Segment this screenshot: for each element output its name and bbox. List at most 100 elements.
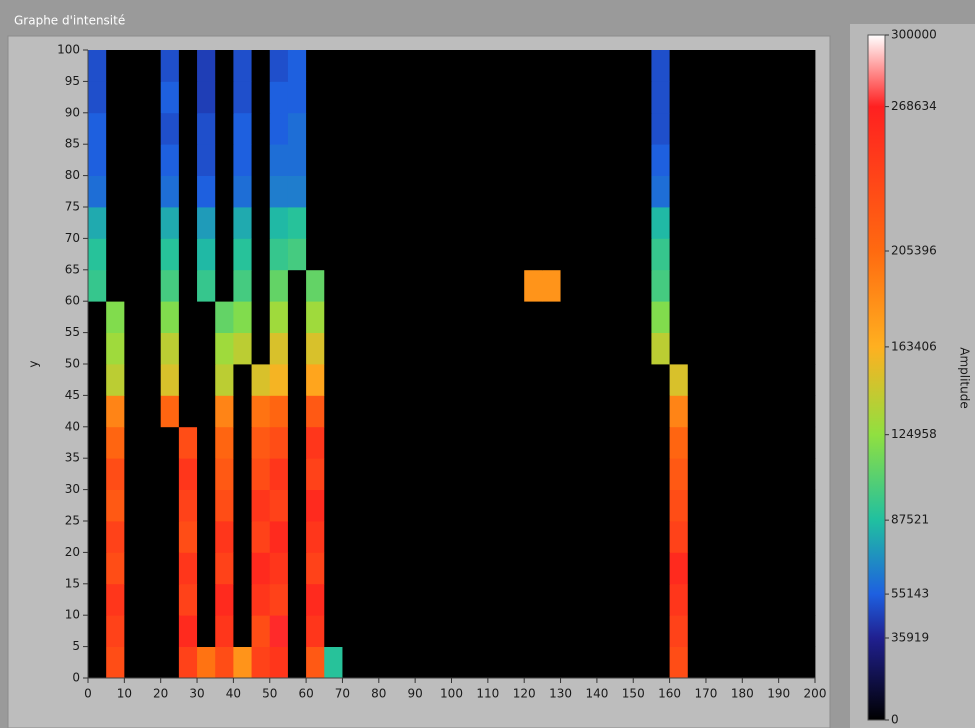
heat-cell [724,364,743,396]
heat-cell [378,50,398,82]
heat-cell [178,489,198,522]
heat-cell [306,81,325,114]
heat-cell [160,458,180,490]
heat-cell [360,269,380,302]
x-tick-label: 50 [262,687,277,701]
heat-cell [742,426,761,459]
heat-cell [415,458,434,490]
heat-cell [378,175,398,208]
heat-cell [506,646,525,679]
heat-cell [233,175,252,208]
heat-cell [506,364,525,396]
heat-cell [342,144,362,176]
heat-cell [88,269,107,302]
heat-cell [469,207,489,239]
heat-cell [451,144,471,176]
heat-cell [287,583,307,616]
heat-cell [560,521,580,553]
heat-cell [415,144,434,176]
heat-cell [633,364,652,396]
heat-cell [178,364,198,396]
heat-cell [651,144,670,176]
heat-cell [560,364,580,396]
heat-cell [506,332,525,365]
heat-cell [651,364,670,396]
y-tick-label: 10 [65,608,80,622]
heat-cell [251,521,271,553]
heat-cell [415,552,434,585]
heat-cell [669,583,689,616]
heat-cell [306,269,325,302]
heat-cell [705,489,725,522]
heat-cell [215,521,234,553]
heat-cell [251,175,271,208]
heat-cell [633,583,652,616]
heat-cell [687,207,707,239]
heat-cell [560,269,580,302]
heat-cell [251,395,271,428]
heat-cell [215,207,234,239]
heat-cell [396,489,416,522]
heat-cell [724,238,743,271]
heat-cell [542,175,561,208]
heat-cell [396,332,416,365]
heat-cell [524,301,543,333]
heat-cell [615,269,634,302]
heat-cell [160,364,180,396]
heat-cell [306,615,325,647]
y-tick-label: 0 [72,671,80,685]
heat-cell [542,521,561,553]
heat-cell [124,583,143,616]
x-tick-label: 80 [371,687,386,701]
heat-cell [88,426,107,459]
heat-cell [215,646,234,679]
heat-cell [433,175,452,208]
heat-cell [306,112,325,145]
heat-cell [469,521,489,553]
heat-cell [796,583,816,616]
heat-cell [160,301,180,333]
heat-cell [560,615,580,647]
heat-cell [88,615,107,647]
heat-cell [796,207,816,239]
heat-cell [287,81,307,114]
heat-cell [596,238,616,271]
heat-cell [542,269,561,302]
heat-cell [633,50,652,82]
heat-cell [560,458,580,490]
heat-cell [542,144,561,176]
heat-cell [669,395,689,428]
heat-cell [160,615,180,647]
heat-cell [506,81,525,114]
heat-cell [197,426,216,459]
heat-cell [306,426,325,459]
heat-cell [324,489,343,522]
heat-cell [396,458,416,490]
heat-cell [742,112,761,145]
heat-cell [142,364,162,396]
heat-cell [396,207,416,239]
heat-cell [596,395,616,428]
heat-cell [160,144,180,176]
heat-cell [142,207,162,239]
heat-cell [705,238,725,271]
heat-cell [433,458,452,490]
heat-cell [705,583,725,616]
heat-cell [251,489,271,522]
x-tick-label: 170 [694,687,717,701]
heat-cell [669,50,689,82]
heat-cell [415,489,434,522]
heat-cell [88,50,107,82]
heat-cell [178,207,198,239]
heat-cell [433,646,452,679]
heat-cell [197,332,216,365]
heat-cell [160,238,180,271]
heat-cell [778,175,798,208]
heat-cell [88,583,107,616]
y-tick-label: 25 [65,514,80,528]
heat-cell [197,583,216,616]
heat-cell [396,646,416,679]
heat-cell [378,207,398,239]
heat-cell [469,269,489,302]
heat-cell [106,521,125,553]
